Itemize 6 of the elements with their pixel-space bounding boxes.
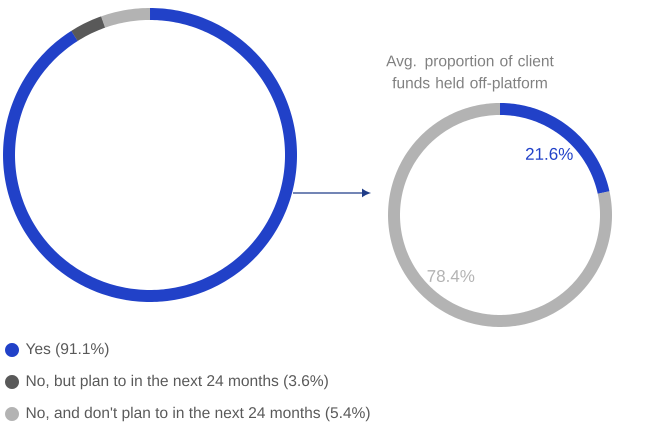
- legend-label: Yes (91.1%): [26, 342, 108, 358]
- legend-label: No, but plan to in the next 24 months (3.6%): [26, 374, 328, 390]
- data-label: 78.4%: [428, 270, 474, 282]
- data-label: 21.6%: [526, 148, 573, 160]
- chart-title: Avg. proportion of client funds held off-platform: [386, 55, 554, 92]
- legend-label: No, and don't plan to in the next 24 months (5.4%): [26, 406, 370, 422]
